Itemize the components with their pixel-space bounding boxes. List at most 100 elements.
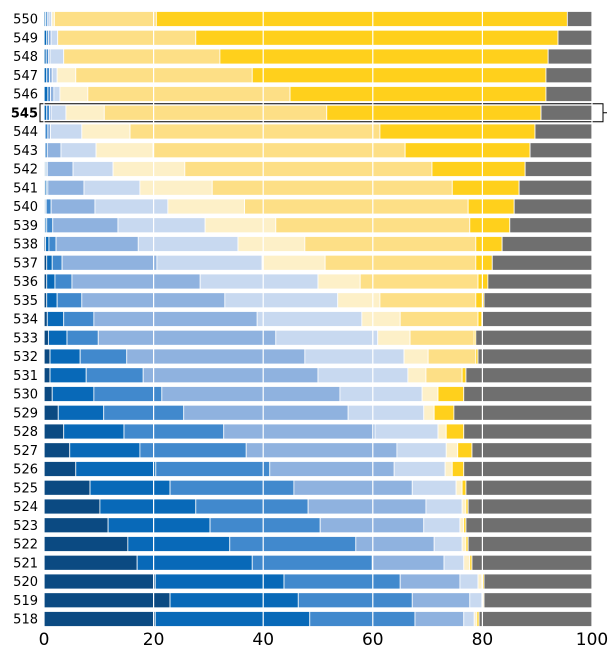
bar-segment	[275, 329, 379, 346]
bar-segment	[154, 611, 311, 627]
bar-segment	[50, 104, 67, 121]
bar-segment	[461, 536, 467, 552]
bar-segment	[457, 442, 473, 459]
bar-segment	[483, 292, 593, 309]
bar-segment	[59, 86, 89, 102]
bar-segment	[47, 86, 51, 102]
bar-segment	[44, 123, 49, 140]
bar-segment	[409, 329, 475, 346]
bar-segment	[463, 461, 593, 477]
bar-segment	[48, 236, 57, 252]
bar-segment	[99, 498, 197, 515]
bar-segment	[319, 517, 425, 534]
bar-segment	[46, 254, 53, 271]
row-label: 532	[13, 350, 38, 365]
bar-segment	[51, 254, 63, 271]
row-label: 545	[11, 106, 38, 121]
bar-segment	[83, 179, 141, 196]
bar-segment	[46, 104, 50, 121]
row-label: 531	[13, 369, 38, 384]
bar-segment	[547, 48, 593, 65]
bar-segment	[421, 386, 439, 402]
bar-segment	[43, 611, 156, 627]
bar-segment	[95, 142, 154, 159]
bar-segment	[93, 311, 258, 327]
x-tick-label: 20	[143, 630, 165, 649]
bar-segment	[467, 498, 593, 515]
row-label: 544	[13, 125, 38, 140]
bar-segment	[61, 254, 158, 271]
bar-segment	[459, 517, 465, 534]
bar-segment	[481, 311, 593, 327]
bar-segment	[251, 554, 373, 571]
bar-segment	[209, 517, 321, 534]
row-label: 549	[13, 31, 38, 46]
bar-segment	[483, 592, 593, 609]
bar-segment	[261, 254, 326, 271]
bar-segment	[451, 179, 520, 196]
bar-segment	[445, 423, 465, 440]
bar-segment	[183, 404, 349, 421]
bar-segment	[501, 236, 593, 252]
bar-segment	[48, 11, 53, 27]
bar-segment	[49, 67, 53, 84]
x-tick-label: 80	[472, 630, 494, 649]
bar-segment	[317, 367, 409, 384]
bar-segment	[161, 386, 341, 402]
bar-segment	[53, 86, 61, 102]
bar-segment	[477, 311, 483, 327]
row-label: 525	[13, 481, 38, 496]
bar-segment	[347, 404, 425, 421]
bar-segment	[46, 273, 56, 290]
row-label: 524	[13, 500, 38, 515]
bar-segment	[139, 442, 247, 459]
bar-segment	[79, 348, 128, 365]
bar-segment	[43, 386, 53, 402]
bar-segment	[407, 367, 427, 384]
x-tick-label: 40	[252, 630, 274, 649]
bar-segment	[46, 161, 74, 177]
bar-segment	[57, 404, 105, 421]
bar-segment	[244, 198, 469, 215]
bar-segment	[337, 292, 381, 309]
bar-segment	[169, 592, 299, 609]
bar-segment	[46, 67, 50, 84]
row-label: 528	[13, 425, 38, 440]
row-label: 533	[13, 331, 38, 346]
bar-segment	[309, 611, 416, 627]
row-label: 543	[13, 144, 38, 159]
bar-segment	[47, 329, 68, 346]
bar-segment	[509, 217, 593, 234]
bar-segment	[43, 573, 156, 590]
bar-segment	[461, 498, 467, 515]
bar-segment	[46, 142, 62, 159]
bar-segment	[297, 592, 413, 609]
bar-segment	[540, 104, 593, 121]
bar-segment	[50, 198, 96, 215]
bar-segment	[477, 348, 593, 365]
bar-segment	[443, 554, 465, 571]
bar-segment	[117, 217, 206, 234]
bar-segment	[545, 67, 593, 84]
bar-segment	[107, 517, 211, 534]
bar-segment	[399, 573, 461, 590]
bar-segment	[307, 498, 427, 515]
x-tick-label: 0	[39, 630, 50, 649]
bar-segment	[51, 11, 55, 27]
bar-segment	[513, 198, 593, 215]
bar-segment	[65, 104, 105, 121]
row-label: 527	[13, 444, 38, 459]
row-label: 518	[13, 613, 38, 628]
bar-segment	[66, 329, 99, 346]
bar-segment	[423, 517, 461, 534]
bar-segment	[467, 198, 515, 215]
row-label: 538	[13, 238, 38, 253]
bar-segment	[471, 554, 593, 571]
bar-segment	[81, 123, 131, 140]
bar-segment	[326, 104, 542, 121]
bar-segment	[463, 386, 593, 402]
bar-segment	[87, 86, 291, 102]
bar-segment	[50, 123, 83, 140]
bar-segment	[43, 517, 109, 534]
bar-segment	[423, 404, 435, 421]
